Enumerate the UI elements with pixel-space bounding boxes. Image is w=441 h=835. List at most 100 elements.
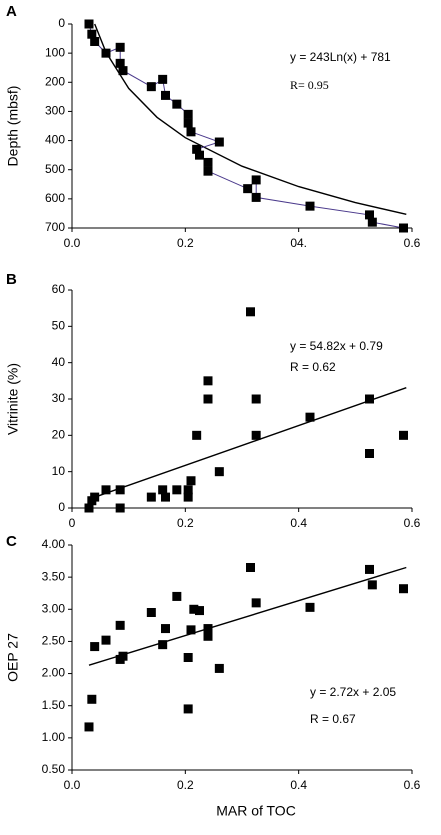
y-tick-label: 40 <box>52 355 66 369</box>
y-tick-label: 3.00 <box>42 601 66 615</box>
y-axis-label: Vitrinite (%) <box>5 363 21 435</box>
annotation: R = 0.67 <box>310 712 356 726</box>
data-point <box>251 394 261 404</box>
data-point <box>365 394 374 404</box>
data-point <box>305 602 315 612</box>
y-tick-label: 0 <box>58 16 65 30</box>
fit-line <box>94 23 407 215</box>
x-tick-label: 0 <box>69 516 76 530</box>
data-point <box>305 201 315 211</box>
y-tick-label: 3.50 <box>42 569 66 583</box>
x-tick-label: 0.2 <box>177 236 194 250</box>
x-tick-label: 0.6 <box>404 778 421 792</box>
y-tick-label: 400 <box>45 133 65 147</box>
data-point <box>183 485 193 495</box>
y-tick-label: 1.00 <box>42 730 66 744</box>
data-point <box>365 564 374 574</box>
y-tick-label: 500 <box>45 162 65 176</box>
x-tick-label: 0.2 <box>177 778 194 792</box>
annotation: y = 2.72x + 2.05 <box>310 685 396 699</box>
data-point <box>214 663 224 673</box>
x-axis-label: MAR of TOC <box>216 803 296 819</box>
fit-line <box>88 566 407 666</box>
data-point <box>115 58 125 68</box>
y-tick-label: 4.00 <box>42 537 66 551</box>
data-point <box>214 137 224 147</box>
data-point <box>186 476 196 486</box>
y-tick-label: 60 <box>52 282 66 296</box>
data-point <box>251 192 261 202</box>
data-point <box>90 36 100 46</box>
data-point <box>118 651 128 661</box>
data-point <box>158 74 168 84</box>
data-point <box>203 157 213 167</box>
data-point <box>101 48 111 58</box>
data-point <box>189 604 199 614</box>
data-point <box>305 412 315 422</box>
y-tick-label: 700 <box>45 220 65 234</box>
fit-line <box>91 387 407 499</box>
data-point <box>243 184 253 194</box>
data-point <box>161 492 170 502</box>
data-point <box>195 606 204 616</box>
data-point <box>90 492 100 502</box>
data-point <box>251 430 261 440</box>
data-point <box>172 485 182 495</box>
y-axis-label: Depth (mbsf) <box>5 86 21 167</box>
x-tick-label: 0.4 <box>290 516 307 530</box>
x-tick-label: 0.4 <box>290 778 307 792</box>
data-point <box>246 307 255 317</box>
data-point <box>367 580 377 590</box>
data-point <box>203 376 213 386</box>
panel-label: C <box>6 533 17 550</box>
y-tick-label: 10 <box>52 464 66 478</box>
data-point <box>146 608 156 617</box>
data-point <box>161 90 170 100</box>
data-point <box>251 175 261 185</box>
x-tick-label: 0.2 <box>177 516 194 530</box>
data-point <box>115 42 125 52</box>
data-point <box>84 722 94 732</box>
y-tick-label: 2.00 <box>42 666 66 680</box>
data-point <box>203 624 213 634</box>
panel-label: B <box>6 271 17 288</box>
data-point <box>183 653 193 662</box>
data-point <box>367 217 377 227</box>
y-tick-label: 200 <box>45 74 65 88</box>
data-point <box>399 584 408 594</box>
data-point <box>251 598 261 608</box>
y-tick-label: 30 <box>52 391 66 405</box>
y-tick-label: 50 <box>52 319 66 333</box>
data-point <box>118 66 128 76</box>
data-point <box>90 642 100 652</box>
annotation: R = 0.62 <box>290 360 336 374</box>
data-point <box>115 503 125 513</box>
data-point <box>365 449 374 458</box>
y-tick-label: 1.50 <box>42 698 66 712</box>
data-point <box>186 625 196 635</box>
data-point <box>101 635 111 645</box>
data-point <box>115 620 125 630</box>
data-point <box>161 624 170 634</box>
data-point <box>183 704 193 714</box>
data-point <box>195 150 204 160</box>
data-point <box>203 394 213 404</box>
y-tick-label: 0 <box>58 500 65 514</box>
data-point <box>101 485 111 495</box>
data-point <box>115 485 125 495</box>
y-tick-label: 600 <box>45 191 65 205</box>
data-point <box>365 210 374 220</box>
data-point <box>192 430 202 440</box>
data-point <box>87 694 97 704</box>
data-point <box>87 29 97 39</box>
x-tick-label: 0.6 <box>404 236 421 250</box>
y-axis-label: OEP 27 <box>5 633 21 682</box>
y-tick-label: 20 <box>52 428 66 442</box>
data-point <box>399 430 408 440</box>
data-point <box>183 109 193 119</box>
data-point <box>399 223 408 233</box>
data-point <box>84 503 94 513</box>
data-point <box>172 99 182 109</box>
data-point <box>183 118 193 128</box>
y-tick-label: 0.50 <box>42 762 66 776</box>
